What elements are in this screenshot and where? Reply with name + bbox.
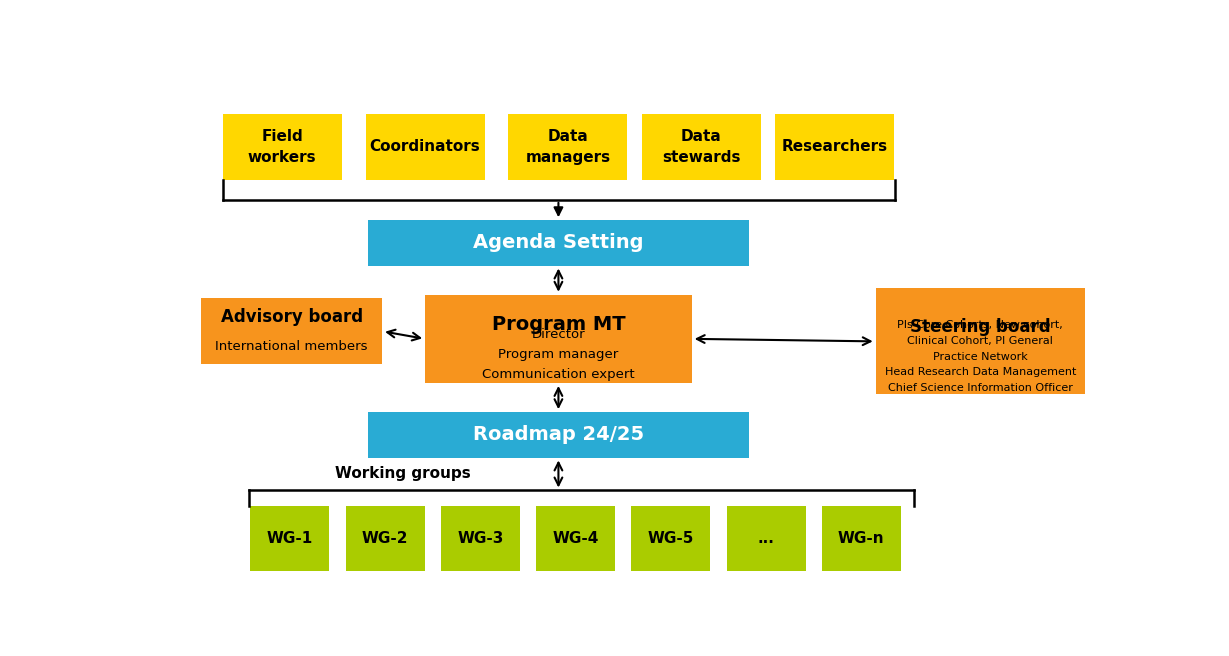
Text: Program MT: Program MT (492, 316, 626, 334)
FancyBboxPatch shape (222, 114, 342, 180)
Text: WG-2: WG-2 (361, 531, 408, 546)
Text: WG-3: WG-3 (457, 531, 504, 546)
Text: International members: International members (215, 340, 367, 353)
FancyBboxPatch shape (202, 298, 382, 364)
FancyBboxPatch shape (775, 114, 895, 180)
Text: WG-4: WG-4 (552, 531, 599, 546)
FancyBboxPatch shape (367, 412, 748, 458)
FancyBboxPatch shape (251, 506, 329, 571)
FancyBboxPatch shape (632, 506, 710, 571)
Text: Data
managers: Data managers (525, 129, 611, 165)
FancyBboxPatch shape (875, 289, 1085, 394)
Text: Coordinators: Coordinators (370, 140, 481, 154)
FancyBboxPatch shape (536, 506, 614, 571)
Text: Advisory board: Advisory board (221, 308, 363, 326)
Text: Working groups: Working groups (334, 466, 471, 482)
FancyBboxPatch shape (367, 220, 748, 266)
Text: Director
Program manager
Communication expert: Director Program manager Communication e… (482, 327, 634, 380)
FancyBboxPatch shape (425, 295, 692, 383)
Text: WG-1: WG-1 (267, 531, 313, 546)
Text: Agenda Setting: Agenda Setting (473, 234, 644, 253)
FancyBboxPatch shape (726, 506, 805, 571)
Text: Field
workers: Field workers (248, 129, 317, 165)
Text: WG-5: WG-5 (648, 531, 694, 546)
Text: ...: ... (757, 531, 774, 546)
FancyBboxPatch shape (441, 506, 520, 571)
Text: Roadmap 24/25: Roadmap 24/25 (473, 425, 644, 444)
Text: Data
stewards: Data stewards (662, 129, 741, 165)
Text: Researchers: Researchers (782, 140, 887, 154)
Text: WG-n: WG-n (838, 531, 885, 546)
FancyBboxPatch shape (822, 506, 901, 571)
Text: Steering board: Steering board (909, 318, 1051, 337)
FancyBboxPatch shape (509, 114, 628, 180)
FancyBboxPatch shape (345, 506, 424, 571)
FancyBboxPatch shape (365, 114, 484, 180)
Text: PIs Core Cohorts, New cohort,
Clinical Cohort, PI General
Practice Network
Head : PIs Core Cohorts, New cohort, Clinical C… (885, 320, 1077, 393)
FancyBboxPatch shape (642, 114, 761, 180)
